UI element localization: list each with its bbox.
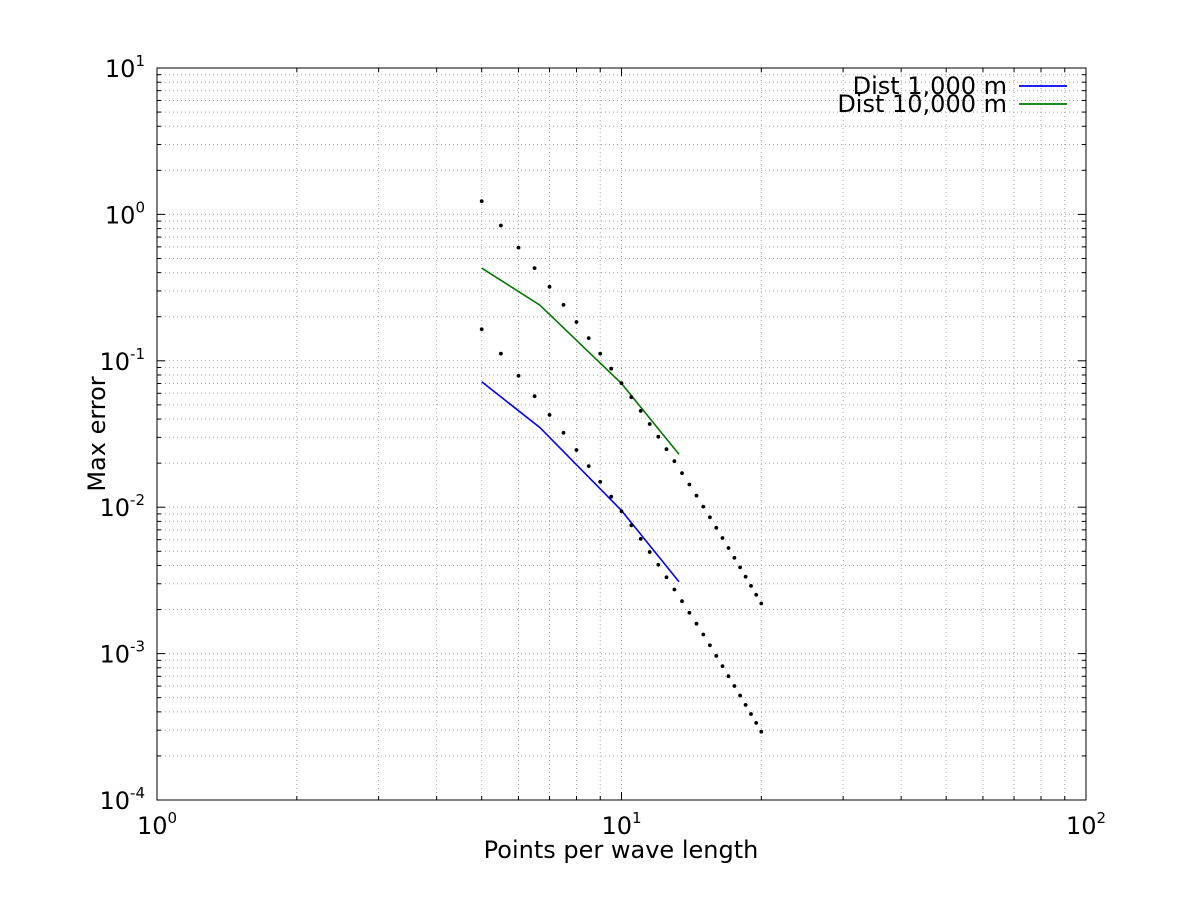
series-point bbox=[743, 574, 748, 579]
x-tick-labels: 100 101 102 bbox=[137, 809, 1106, 840]
series-point bbox=[516, 373, 521, 378]
series-point bbox=[720, 536, 725, 540]
series-line bbox=[481, 267, 680, 455]
series-point bbox=[664, 575, 669, 580]
series-point bbox=[638, 537, 643, 541]
series-point bbox=[499, 223, 503, 228]
y-axis-label: Max error bbox=[83, 376, 111, 491]
series-point bbox=[732, 555, 737, 560]
series-point bbox=[708, 515, 712, 520]
series-point bbox=[479, 327, 484, 332]
series-point bbox=[629, 523, 634, 528]
series-point bbox=[647, 422, 652, 426]
series-point bbox=[701, 632, 706, 637]
y-tick-label: 100 bbox=[105, 198, 145, 229]
series-line bbox=[481, 381, 680, 583]
series-point bbox=[694, 621, 699, 626]
series-point bbox=[547, 284, 552, 289]
series-point bbox=[759, 601, 764, 606]
series-point bbox=[759, 729, 764, 734]
series-point bbox=[532, 394, 537, 399]
legend-label: Dist 10,000 m bbox=[837, 90, 1007, 118]
series-point bbox=[629, 395, 634, 400]
series-point bbox=[708, 643, 712, 648]
series-point bbox=[687, 482, 692, 487]
series-point bbox=[743, 703, 748, 707]
series-point bbox=[532, 266, 537, 270]
x-axis-label: Points per wave length bbox=[484, 836, 759, 864]
series-point bbox=[598, 351, 603, 356]
series-point bbox=[499, 351, 503, 356]
series-point bbox=[619, 381, 624, 386]
series-point bbox=[680, 599, 684, 604]
series-point bbox=[609, 494, 614, 499]
axis-ticks bbox=[156, 68, 1086, 801]
series-point bbox=[574, 320, 579, 324]
series-point bbox=[609, 366, 614, 371]
series-layer bbox=[479, 199, 764, 734]
series-point bbox=[656, 434, 661, 439]
y-tick-label: 10-4 bbox=[99, 784, 145, 815]
series-point bbox=[672, 587, 677, 592]
series-point bbox=[656, 562, 661, 567]
series-point bbox=[574, 448, 579, 452]
series-point bbox=[479, 199, 484, 204]
y-tick-label: 10-2 bbox=[99, 491, 145, 522]
series-point bbox=[749, 712, 753, 716]
series-point bbox=[547, 413, 552, 417]
y-tick-labels: 101 100 10-1 10-2 10-3 10-4 bbox=[99, 52, 145, 815]
series-point bbox=[749, 584, 753, 588]
plot-frame bbox=[156, 67, 1087, 801]
series-point bbox=[738, 565, 742, 570]
series-point bbox=[687, 610, 692, 615]
series-point bbox=[664, 447, 669, 452]
series-point bbox=[726, 674, 731, 679]
series-point bbox=[701, 504, 706, 509]
series-point bbox=[561, 303, 566, 307]
y-tick-label: 101 bbox=[105, 52, 145, 83]
series-point bbox=[720, 664, 725, 668]
series-point bbox=[619, 509, 624, 514]
series-point bbox=[647, 550, 652, 554]
series-point bbox=[680, 471, 684, 475]
series-point bbox=[726, 546, 731, 550]
series-point bbox=[638, 409, 643, 413]
series-point bbox=[754, 721, 759, 725]
series-point bbox=[586, 336, 591, 340]
x-tick-label: 101 bbox=[601, 809, 641, 840]
series-point bbox=[738, 693, 742, 698]
series-point bbox=[714, 654, 719, 658]
x-tick-label: 100 bbox=[137, 809, 177, 840]
series-point bbox=[754, 592, 759, 597]
x-tick-label: 102 bbox=[1066, 809, 1106, 840]
series-point bbox=[598, 479, 603, 484]
y-tick-label: 10-3 bbox=[99, 638, 145, 669]
y-tick-label: 10-1 bbox=[99, 345, 145, 376]
series-point bbox=[516, 245, 521, 250]
series-point bbox=[561, 430, 566, 435]
legend-label: Dist 1,000 m bbox=[853, 72, 1007, 100]
series-point bbox=[694, 493, 699, 498]
series-point bbox=[586, 464, 591, 468]
series-point bbox=[714, 525, 719, 530]
series-point bbox=[672, 459, 677, 464]
series-point bbox=[732, 684, 737, 688]
grid bbox=[157, 68, 1086, 800]
